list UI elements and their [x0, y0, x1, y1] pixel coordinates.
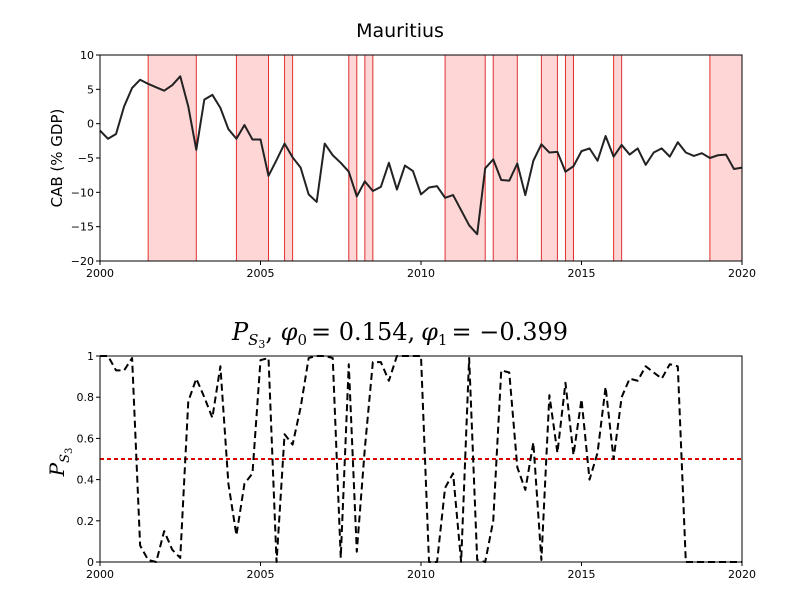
y-tick-label: 5: [87, 83, 94, 96]
shaded-region: [565, 55, 574, 261]
x-tick-label: 2015: [568, 568, 596, 581]
y-tick-label: 0.2: [77, 515, 95, 528]
x-tick-label: 2005: [247, 267, 275, 280]
y-tick-label: 0.4: [77, 474, 95, 487]
top-chart-ylabel: CAB (% GDP): [48, 109, 66, 208]
shaded-region: [445, 55, 486, 261]
title-phi1-value: = −0.399: [451, 318, 568, 346]
y-tick-label: 1: [87, 350, 94, 363]
y-tick-label: 10: [80, 49, 94, 62]
y-tick-label: 0.6: [77, 432, 95, 445]
ylabel-p-sub: S: [58, 454, 73, 463]
title-p-symbol: P: [231, 318, 249, 346]
y-tick-label: −15: [71, 221, 94, 234]
x-tick-label: 2010: [407, 267, 435, 280]
shaded-region: [284, 55, 293, 261]
x-tick-label: 2010: [407, 568, 435, 581]
bottom-chart-title: PS3, φ0 = 0.154, φ1 = −0.399: [231, 318, 568, 351]
title-phi1-symbol: φ: [421, 318, 438, 346]
shaded-region: [348, 55, 357, 261]
y-tick-label: −10: [71, 186, 94, 199]
shaded-region: [541, 55, 558, 261]
ylabel-p-subsub: 3: [64, 448, 75, 454]
bottom-chart-ylabel: PS3: [45, 448, 75, 478]
y-tick-label: −5: [78, 152, 94, 165]
shaded-region: [709, 55, 742, 261]
title-phi0-symbol: φ: [281, 318, 298, 346]
top-chart-title: Mauritius: [356, 20, 444, 42]
title-phi0-sub: 0: [297, 331, 307, 349]
x-tick-label: 2020: [728, 267, 756, 280]
title-p-sub: S: [248, 331, 258, 349]
shaded-region: [148, 55, 197, 261]
title-phi0-value: = 0.154,: [311, 318, 415, 346]
x-tick-label: 2015: [568, 267, 596, 280]
top-series-line: [99, 75, 743, 236]
x-tick-label: 2000: [86, 267, 114, 280]
shaded-region: [613, 55, 622, 261]
top-x-axis: 2000 2005 2010 2015 2020: [86, 261, 756, 280]
shaded-region: [364, 55, 373, 261]
x-tick-label: 2020: [728, 568, 756, 581]
bottom-x-axis: 2000 2005 2010 2015 2020: [86, 562, 756, 581]
title-p-subsub: 3: [258, 338, 265, 351]
shaded-region: [493, 55, 518, 261]
bottom-y-axis: 1 0.8 0.6 0.4 0.2 0: [77, 350, 100, 569]
x-tick-label: 2005: [247, 568, 275, 581]
title-phi1-sub: 1: [438, 331, 448, 349]
y-tick-label: 0.8: [77, 391, 95, 404]
shaded-region: [236, 55, 269, 261]
y-tick-label: −20: [71, 255, 94, 268]
y-tick-label: 0: [87, 556, 94, 569]
bottom-series-line: [100, 355, 742, 563]
x-tick-label: 2000: [86, 568, 114, 581]
top-y-axis: 10 5 0 −5 −10 −15 −20: [71, 49, 100, 268]
top-shaded-regions: [147, 55, 743, 261]
bottom-plot-frame: [99, 355, 743, 563]
ylabel-p-symbol: P: [45, 462, 69, 477]
y-tick-label: 0: [87, 118, 94, 131]
